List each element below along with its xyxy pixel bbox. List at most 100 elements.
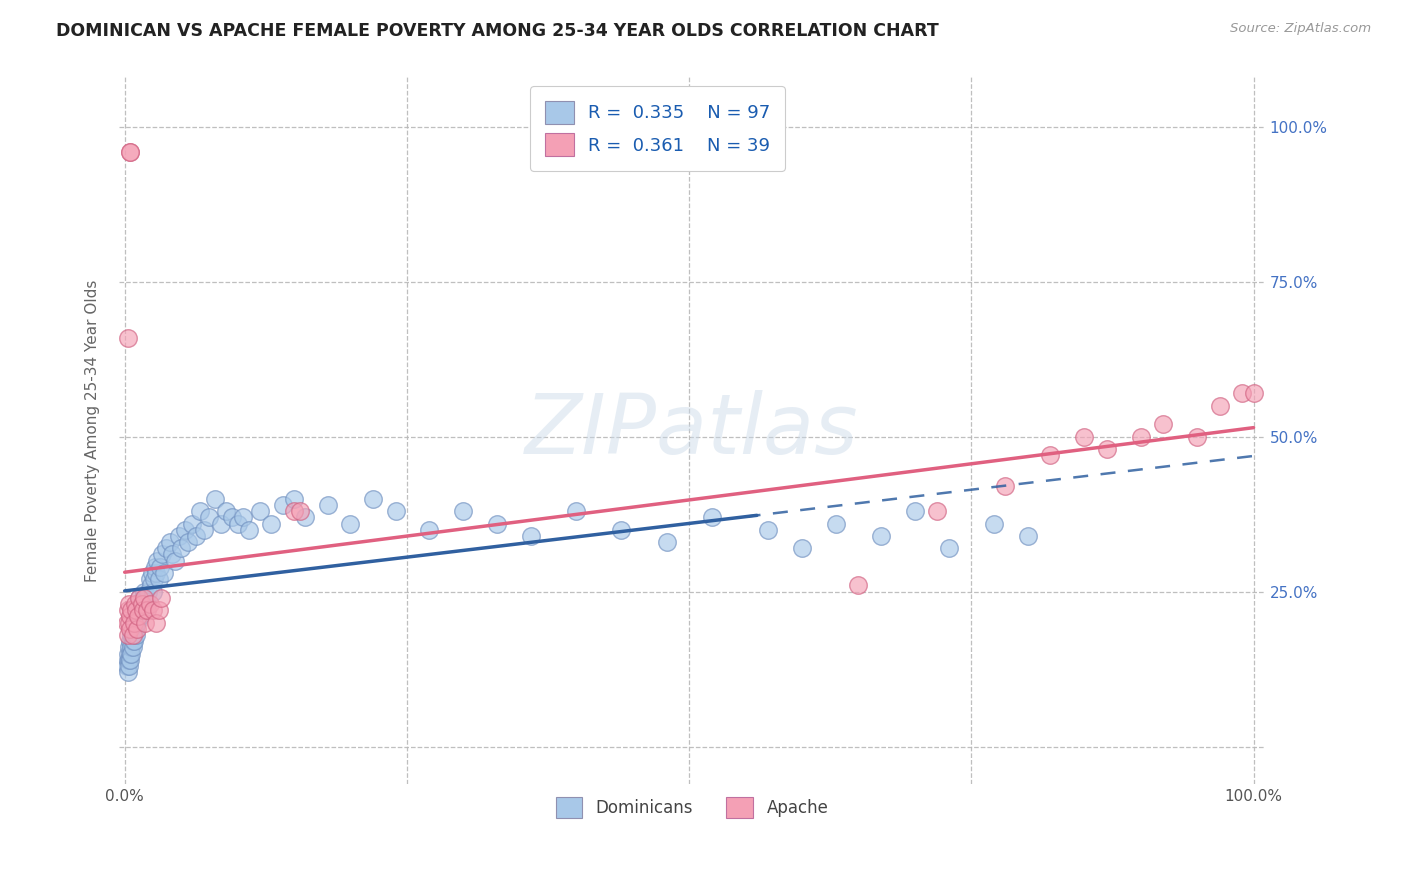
Point	[184, 529, 207, 543]
Point	[610, 523, 633, 537]
Point	[155, 541, 177, 556]
Point	[132, 603, 155, 617]
Point	[159, 535, 181, 549]
Point	[148, 603, 170, 617]
Point	[122, 615, 145, 630]
Point	[120, 609, 142, 624]
Point	[127, 609, 149, 624]
Point	[131, 597, 153, 611]
Point	[232, 510, 254, 524]
Point	[121, 647, 143, 661]
Point	[1232, 386, 1254, 401]
Point	[120, 647, 142, 661]
Text: ZIPatlas: ZIPatlas	[526, 390, 859, 471]
Point	[117, 628, 139, 642]
Point	[124, 597, 146, 611]
Point	[148, 572, 170, 586]
Point	[132, 591, 155, 605]
Point	[1017, 529, 1039, 543]
Point	[790, 541, 813, 556]
Point	[271, 498, 294, 512]
Point	[127, 615, 149, 630]
Point	[1039, 449, 1062, 463]
Point	[121, 634, 143, 648]
Point	[145, 615, 167, 630]
Point	[316, 498, 339, 512]
Point	[138, 584, 160, 599]
Point	[120, 622, 142, 636]
Point	[361, 491, 384, 506]
Point	[117, 331, 139, 345]
Point	[132, 584, 155, 599]
Point	[260, 516, 283, 531]
Point	[129, 609, 152, 624]
Point	[121, 640, 143, 655]
Point	[117, 665, 139, 680]
Point	[848, 578, 870, 592]
Point	[238, 523, 260, 537]
Point	[128, 591, 150, 605]
Point	[870, 529, 893, 543]
Point	[127, 597, 149, 611]
Point	[927, 504, 949, 518]
Point	[283, 504, 305, 518]
Point	[149, 560, 172, 574]
Y-axis label: Female Poverty Among 25-34 Year Olds: Female Poverty Among 25-34 Year Olds	[86, 279, 100, 582]
Point	[117, 653, 139, 667]
Point	[177, 535, 200, 549]
Point	[121, 603, 143, 617]
Point	[294, 510, 316, 524]
Point	[143, 572, 166, 586]
Point	[118, 653, 141, 667]
Point	[129, 597, 152, 611]
Point	[127, 609, 149, 624]
Point	[141, 566, 163, 580]
Point	[121, 628, 143, 642]
Point	[150, 548, 173, 562]
Point	[288, 504, 311, 518]
Point	[134, 603, 156, 617]
Point	[188, 504, 211, 518]
Point	[167, 529, 190, 543]
Point	[120, 634, 142, 648]
Point	[520, 529, 543, 543]
Point	[453, 504, 475, 518]
Point	[1152, 417, 1174, 432]
Point	[486, 516, 509, 531]
Point	[198, 510, 221, 524]
Point	[160, 548, 183, 562]
Point	[132, 591, 155, 605]
Point	[655, 535, 678, 549]
Point	[135, 591, 157, 605]
Point	[1185, 430, 1208, 444]
Point	[1073, 430, 1095, 444]
Point	[153, 566, 176, 580]
Point	[209, 516, 232, 531]
Point	[226, 516, 249, 531]
Point	[128, 591, 150, 605]
Point	[120, 145, 142, 159]
Point	[994, 479, 1017, 493]
Point	[122, 615, 145, 630]
Point	[120, 145, 142, 159]
Point	[139, 578, 162, 592]
Point	[215, 504, 238, 518]
Point	[131, 603, 153, 617]
Point	[221, 510, 243, 524]
Point	[120, 653, 142, 667]
Point	[122, 628, 145, 642]
Point	[121, 622, 143, 636]
Point	[1095, 442, 1118, 457]
Point	[115, 615, 138, 630]
Point	[145, 566, 167, 580]
Point	[149, 591, 172, 605]
Point	[115, 659, 138, 673]
Point	[565, 504, 588, 518]
Point	[132, 597, 155, 611]
Point	[138, 572, 160, 586]
Point	[143, 560, 166, 574]
Point	[125, 628, 148, 642]
Point	[117, 647, 139, 661]
Point	[136, 603, 159, 617]
Point	[1209, 399, 1232, 413]
